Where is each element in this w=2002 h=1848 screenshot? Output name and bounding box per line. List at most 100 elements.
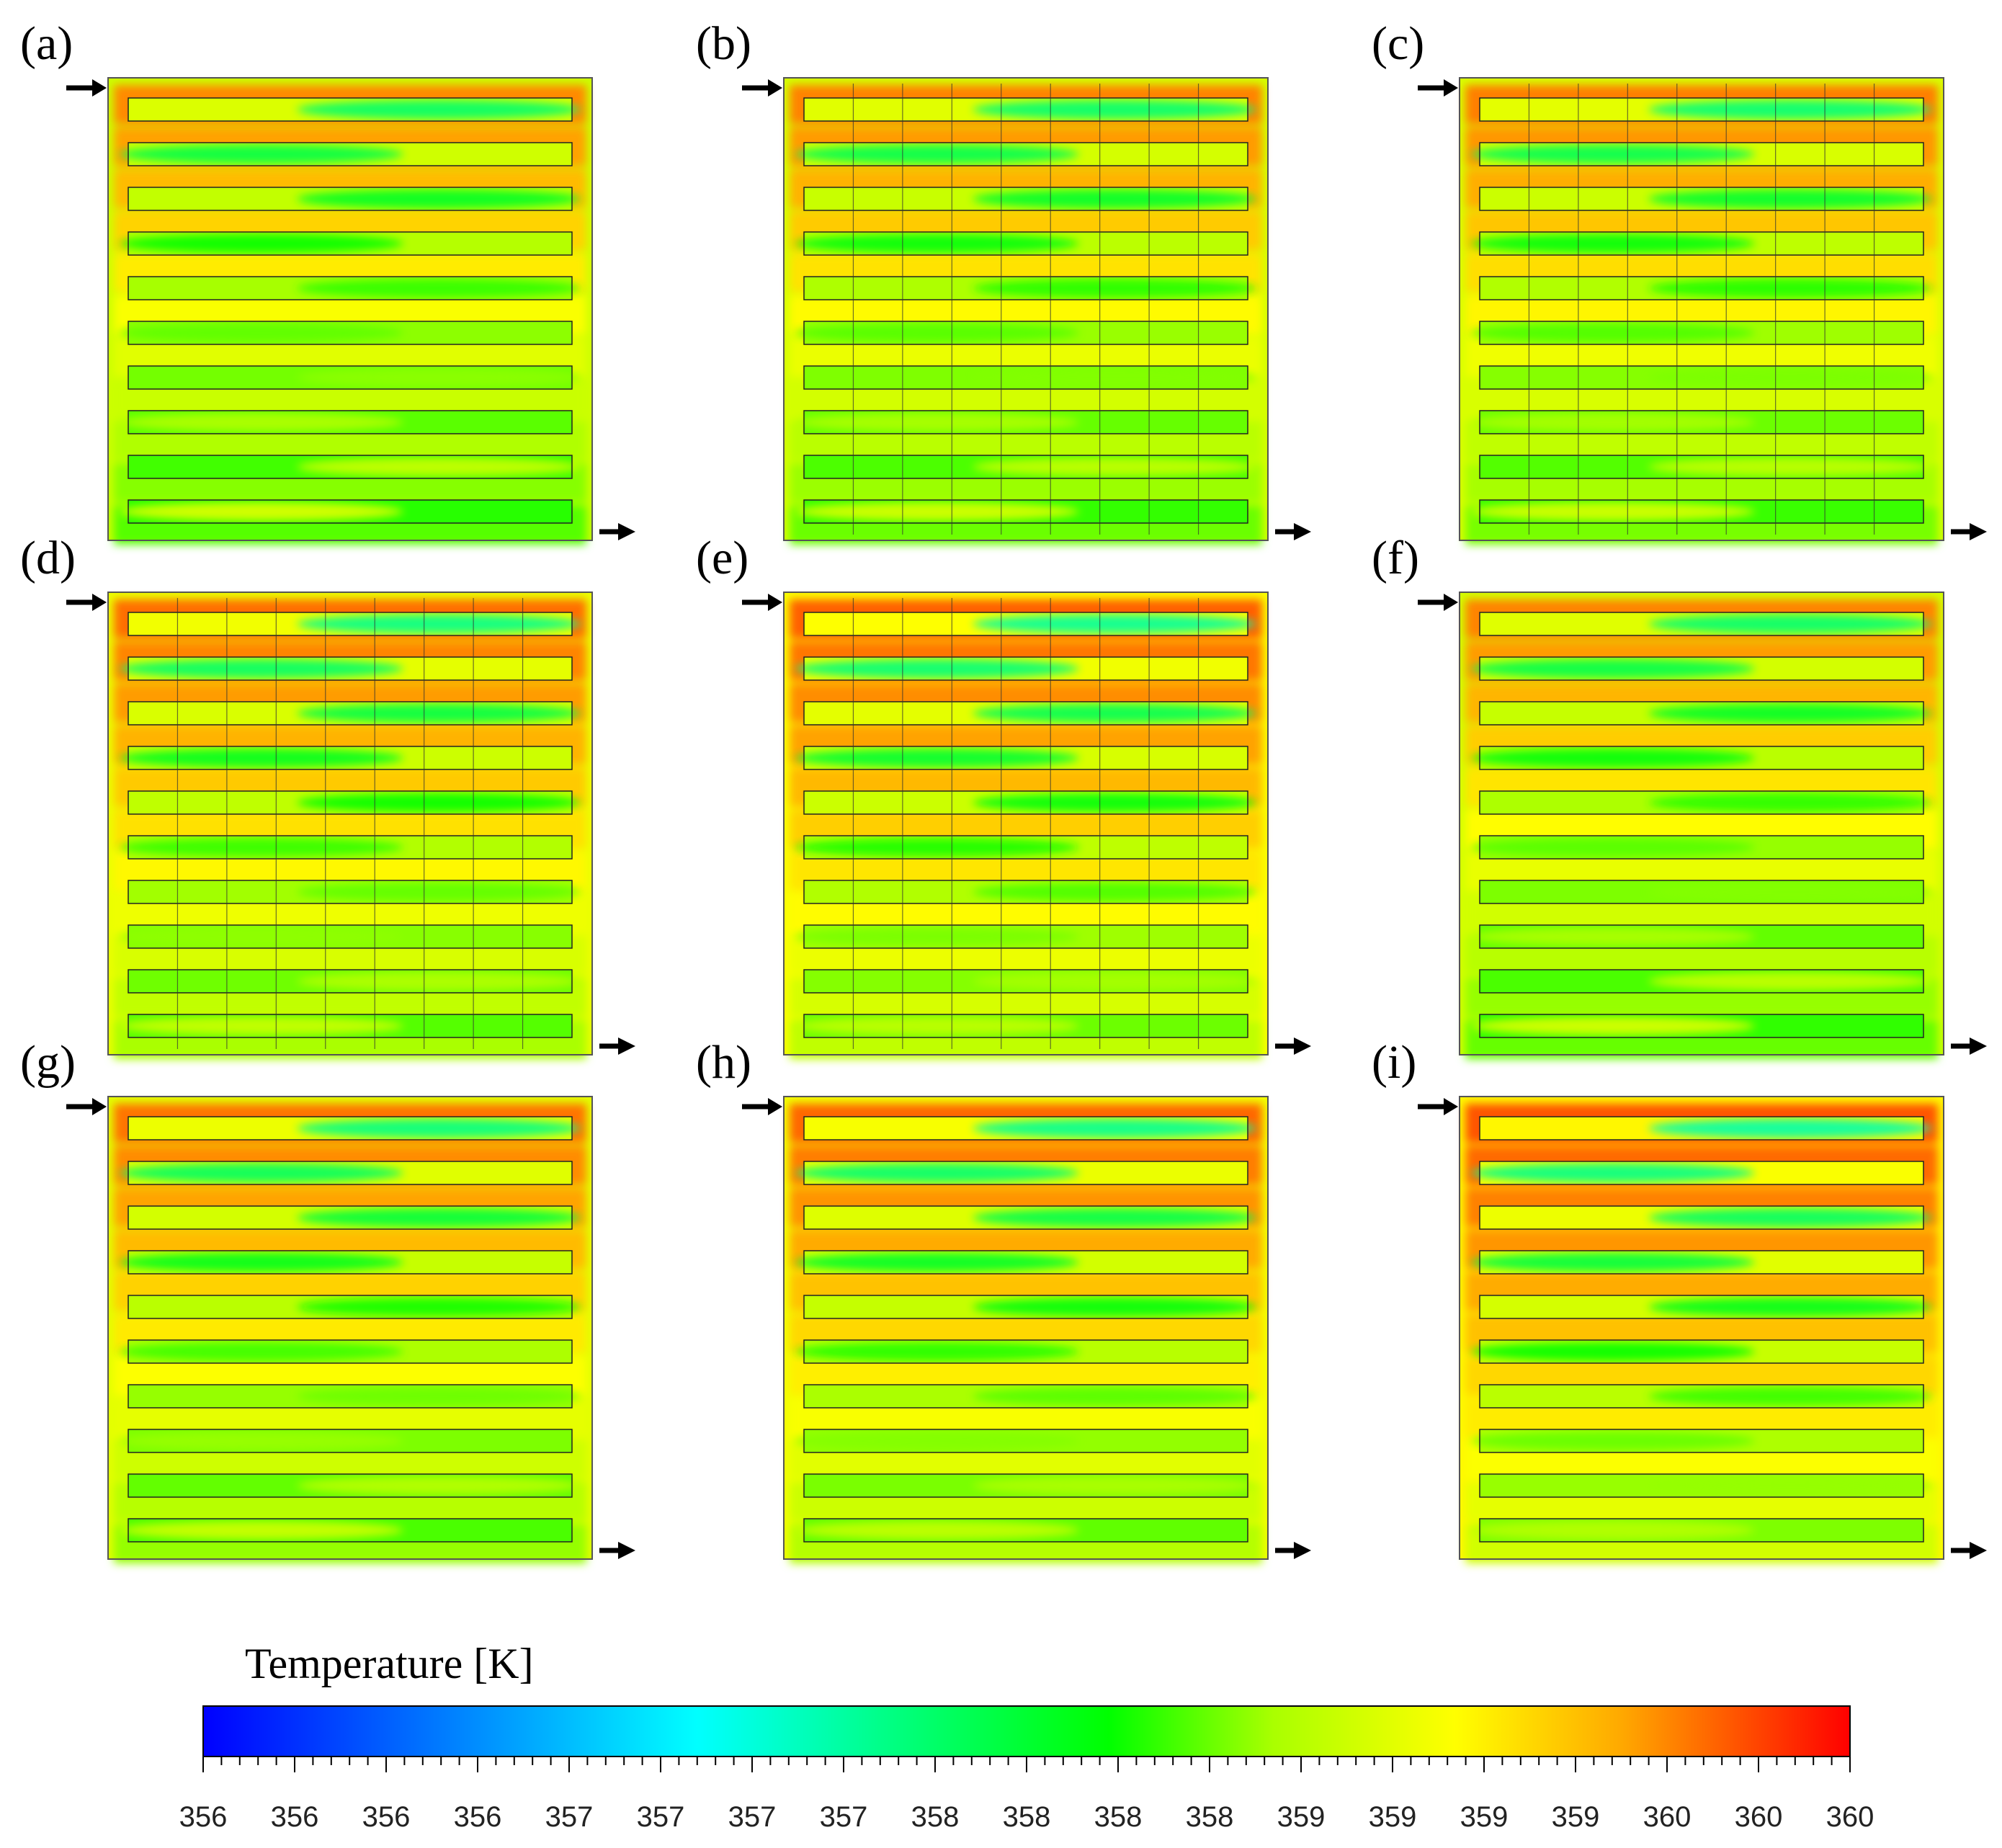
channel-outline bbox=[128, 924, 573, 949]
panel-label: (b) bbox=[696, 17, 751, 70]
channel-outline bbox=[128, 612, 573, 636]
channel-outline bbox=[1479, 231, 1924, 256]
channel-outline bbox=[128, 410, 573, 434]
channel-outline bbox=[128, 969, 573, 994]
cool-streak bbox=[119, 1163, 403, 1183]
channel-outline bbox=[1479, 746, 1924, 770]
channel-outline bbox=[128, 656, 573, 681]
cool-streak bbox=[1470, 1252, 1755, 1272]
cool-streak bbox=[297, 1208, 581, 1228]
cool-streak bbox=[1470, 1520, 1755, 1540]
cool-streak bbox=[1648, 1386, 1933, 1406]
channel-outline bbox=[803, 746, 1248, 770]
channel-outline bbox=[803, 97, 1248, 122]
contour-panel bbox=[66, 77, 635, 545]
cool-streak bbox=[973, 703, 1257, 723]
channel-outline bbox=[128, 276, 573, 300]
cool-streak bbox=[1648, 1297, 1933, 1317]
colorbar-tick-label: 358 bbox=[1185, 1801, 1234, 1833]
channel-outline bbox=[1479, 1014, 1924, 1038]
panel-border bbox=[1459, 1096, 1944, 1560]
cool-streak bbox=[297, 189, 581, 209]
cool-streak bbox=[1648, 1208, 1933, 1228]
outlet-arrowhead bbox=[1294, 1542, 1311, 1559]
channel-outline bbox=[1479, 880, 1924, 904]
cool-streak bbox=[973, 457, 1257, 477]
cool-streak bbox=[1470, 1016, 1755, 1036]
channel-outline bbox=[128, 1339, 573, 1364]
contour-panel bbox=[742, 1096, 1311, 1563]
cool-streak bbox=[973, 278, 1257, 298]
channel-outline bbox=[1479, 455, 1924, 479]
channel-outline bbox=[1479, 612, 1924, 636]
colorbar-tick-label: 357 bbox=[545, 1801, 594, 1833]
cool-streak bbox=[297, 793, 581, 813]
colorbar-tick-label: 359 bbox=[1551, 1801, 1600, 1833]
channel-outline bbox=[803, 1339, 1248, 1364]
channel-outline bbox=[803, 499, 1248, 524]
cool-streak bbox=[973, 1297, 1257, 1317]
channel-outline bbox=[803, 231, 1248, 256]
cool-streak bbox=[1648, 1118, 1933, 1138]
channel-outline bbox=[1479, 1429, 1924, 1453]
colorbar-tick-label: 358 bbox=[1002, 1801, 1051, 1833]
channel-outline bbox=[803, 1295, 1248, 1319]
rib-grid bbox=[176, 598, 524, 1049]
channel-outline bbox=[803, 1014, 1248, 1038]
channel-outline bbox=[1479, 1116, 1924, 1141]
cool-streak bbox=[1470, 1342, 1755, 1362]
channel-outline bbox=[128, 1429, 573, 1453]
panel-border bbox=[783, 1096, 1269, 1560]
channel-outline bbox=[803, 187, 1248, 211]
panel-border bbox=[783, 592, 1269, 1055]
channel-outline bbox=[803, 365, 1248, 390]
cool-streak bbox=[297, 1118, 581, 1138]
channel-outline bbox=[128, 746, 573, 770]
cool-streak bbox=[973, 882, 1257, 902]
outlet-arrowhead bbox=[618, 1542, 635, 1559]
cool-streak bbox=[119, 1342, 403, 1362]
channel-outline bbox=[1479, 499, 1924, 524]
cool-streak bbox=[1648, 882, 1933, 902]
rib-grid bbox=[852, 598, 1199, 1049]
channel-outline bbox=[128, 231, 573, 256]
channel-outline bbox=[803, 1429, 1248, 1453]
cool-streak bbox=[119, 748, 403, 768]
channel-outline bbox=[128, 701, 573, 726]
channel-outline bbox=[803, 612, 1248, 636]
cool-streak bbox=[795, 1431, 1079, 1451]
cool-streak bbox=[1648, 367, 1933, 388]
cool-streak bbox=[795, 323, 1079, 343]
channel-outline bbox=[1479, 321, 1924, 345]
cool-streak bbox=[973, 614, 1257, 634]
cool-streak bbox=[795, 1520, 1079, 1540]
cool-streak bbox=[297, 971, 581, 991]
channel-outline bbox=[1479, 1518, 1924, 1543]
channel-outline bbox=[128, 455, 573, 479]
cool-streak bbox=[795, 659, 1079, 679]
cool-streak bbox=[1470, 1431, 1755, 1451]
cool-streak bbox=[297, 1386, 581, 1406]
cool-streak bbox=[1648, 793, 1933, 813]
outlet-arrowhead bbox=[618, 1037, 635, 1055]
channel-outline bbox=[128, 1014, 573, 1038]
inlet-arrowhead bbox=[768, 1098, 782, 1115]
channel-outline bbox=[128, 365, 573, 390]
colorbar-tick-label: 358 bbox=[911, 1801, 960, 1833]
channel-outline bbox=[128, 1295, 573, 1319]
channel-outline bbox=[1479, 142, 1924, 166]
inlet-arrowhead bbox=[92, 594, 107, 611]
cool-streak bbox=[795, 748, 1079, 768]
cool-streak bbox=[297, 1476, 581, 1496]
colorbar-tick-label: 359 bbox=[1277, 1801, 1326, 1833]
contour-panel bbox=[742, 77, 1311, 545]
channel-outline bbox=[803, 1473, 1248, 1498]
cool-streak bbox=[119, 1016, 403, 1036]
colorbar-tick-label: 360 bbox=[1643, 1801, 1692, 1833]
cool-streak bbox=[297, 457, 581, 477]
cool-streak bbox=[1470, 927, 1755, 947]
cool-streak bbox=[1648, 971, 1933, 991]
cool-streak bbox=[297, 703, 581, 723]
channel-outline bbox=[128, 1384, 573, 1409]
contour-panel bbox=[66, 1096, 635, 1563]
